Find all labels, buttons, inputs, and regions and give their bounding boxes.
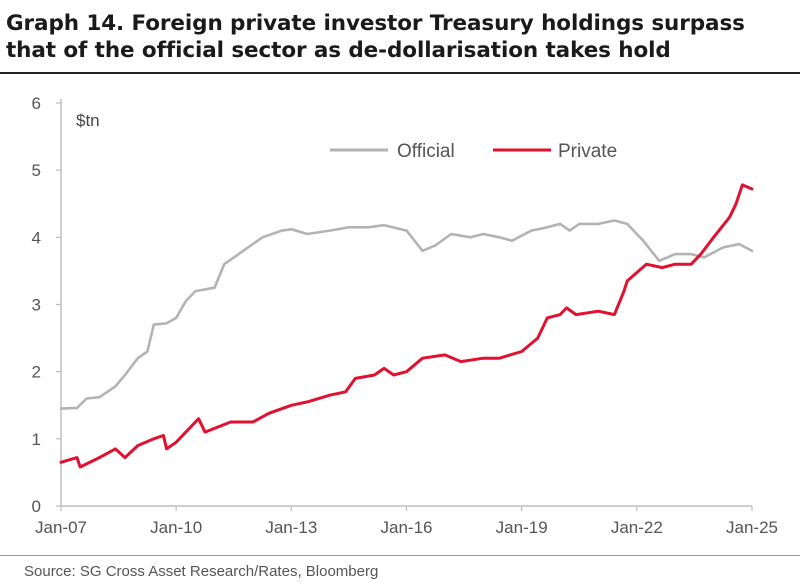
x-tick-label: Jan-10 [150,518,202,537]
title-underline [0,72,800,74]
chart-axes: 0 1 2 3 4 5 6 Jan-07 Jan-10 Jan-13 Jan-16 Jan-19 Jan… [32,94,778,537]
chart-series [59,183,754,469]
legend-label-official: Official [397,141,455,162]
x-tick-label: Jan-13 [265,518,317,537]
y-tick-label: 1 [32,430,41,449]
chart-title: Graph 14. Foreign private investor Treas… [6,10,796,64]
x-tick-label: Jan-22 [611,518,663,537]
x-tick-label: Jan-25 [726,518,778,537]
y-tick-label: 3 [32,296,41,315]
y-tick-label: 6 [32,94,41,113]
x-tick-label: Jan-07 [35,518,87,537]
source-note: Source: SG Cross Asset Research/Rates, B… [24,563,379,580]
x-tick-label: Jan-16 [381,518,433,537]
legend-label-private: Private [558,141,617,162]
series-line-private [59,183,754,469]
chart-title-line-1: Graph 14. Foreign private investor Treas… [6,11,745,36]
y-tick-label: 0 [32,497,41,516]
series-line-official [59,219,754,410]
y-tick-label: 5 [32,161,41,180]
y-tick-label: 4 [32,228,41,247]
y-axis-unit-label: $tn [76,111,100,130]
source-divider [0,555,800,556]
chart-title-line-2: that of the official sector as de-dollar… [6,38,671,63]
x-tick-label: Jan-19 [496,518,548,537]
y-tick-label: 2 [32,363,41,382]
chart-legend: Official Private [330,141,617,162]
